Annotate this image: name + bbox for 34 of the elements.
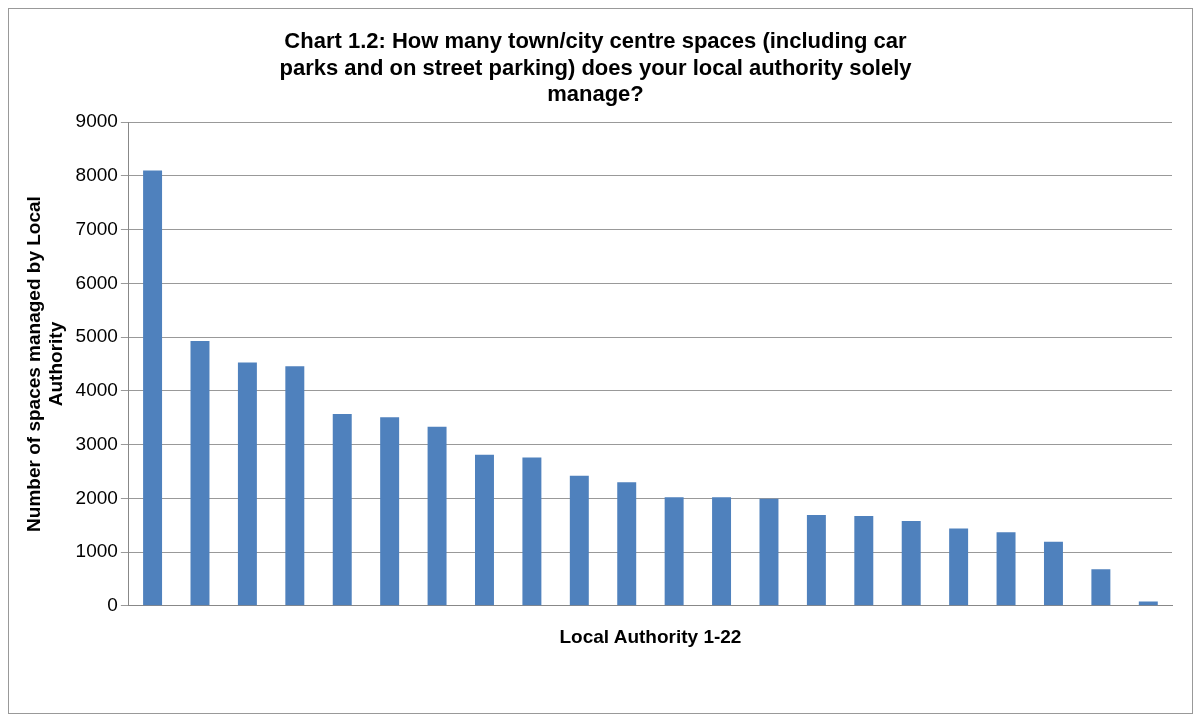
chart-title: Chart 1.2: How many town/city centre spaces (including car parks and on street parking) does your local authority solely manage? bbox=[279, 28, 913, 107]
bar bbox=[617, 482, 637, 606]
bar bbox=[143, 170, 163, 606]
bar bbox=[1043, 541, 1063, 606]
bar bbox=[1091, 569, 1111, 606]
y-tick-label: 0 bbox=[107, 594, 118, 616]
y-axis-title: Number of spaces managed by Local Authority bbox=[22, 196, 67, 532]
y-tick-label: 1000 bbox=[75, 540, 118, 562]
bar bbox=[901, 520, 921, 606]
bar bbox=[237, 362, 257, 606]
bar bbox=[806, 514, 826, 606]
bar bbox=[759, 498, 779, 606]
bar bbox=[854, 516, 874, 606]
y-tick-label: 8000 bbox=[75, 164, 118, 186]
bar bbox=[522, 457, 542, 606]
bar bbox=[949, 528, 969, 606]
y-tick-label: 6000 bbox=[75, 271, 118, 293]
bar bbox=[427, 426, 447, 606]
y-tick-label: 9000 bbox=[75, 110, 118, 132]
bar bbox=[996, 532, 1016, 606]
bar bbox=[332, 413, 352, 606]
bar bbox=[569, 475, 589, 606]
y-tick-label: 3000 bbox=[75, 432, 118, 454]
bar bbox=[285, 366, 305, 606]
bar bbox=[712, 497, 732, 606]
y-tick-label: 4000 bbox=[75, 379, 118, 401]
bar bbox=[475, 454, 494, 606]
bar bbox=[190, 340, 210, 606]
x-axis-title: Local Authority 1-22 bbox=[559, 625, 742, 647]
y-tick-label: 7000 bbox=[75, 217, 118, 239]
bar bbox=[380, 417, 400, 606]
y-tick-label: 5000 bbox=[75, 325, 118, 347]
y-tick-label: 2000 bbox=[75, 486, 118, 508]
bar bbox=[664, 497, 684, 606]
